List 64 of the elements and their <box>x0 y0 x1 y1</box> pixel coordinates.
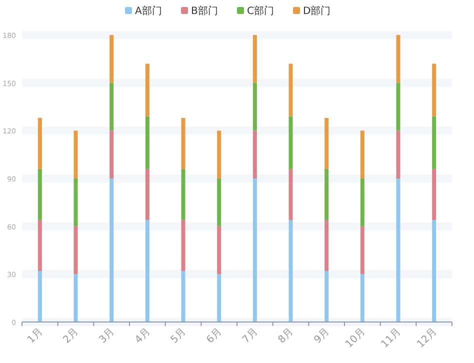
bar <box>217 178 222 226</box>
x-tick-label: 8月 <box>276 326 296 346</box>
bar <box>110 35 114 83</box>
bar <box>324 168 329 220</box>
legend-label: A部门 <box>135 5 162 17</box>
bar <box>110 82 114 131</box>
legend-label: B部门 <box>191 5 218 17</box>
bar <box>217 274 222 322</box>
bar <box>74 178 78 226</box>
bar <box>74 226 78 274</box>
bar <box>288 168 293 220</box>
bar <box>252 178 257 322</box>
x-tick-label: 2月 <box>62 326 81 346</box>
bar <box>432 64 436 116</box>
x-tick-label: 12月 <box>415 326 440 350</box>
bar <box>324 220 329 271</box>
x-tick-label: 3月 <box>97 326 117 346</box>
bar <box>145 220 150 322</box>
bar <box>396 82 400 131</box>
bar <box>145 64 150 116</box>
bar <box>360 226 364 274</box>
bar <box>360 178 364 226</box>
bar <box>110 178 114 322</box>
x-tick-label: 10月 <box>344 326 368 350</box>
legend-label: D部门 <box>303 5 331 17</box>
x-tick-label: 11月 <box>380 326 404 350</box>
bar <box>74 130 78 178</box>
bar <box>252 82 257 131</box>
bar <box>288 220 293 322</box>
x-tick-label: 1月 <box>26 326 46 346</box>
bar <box>38 270 42 322</box>
bar <box>324 270 329 322</box>
bar <box>252 130 257 178</box>
bar <box>181 168 186 220</box>
x-tick-label: 9月 <box>312 326 332 346</box>
bar <box>38 220 42 271</box>
bar <box>360 130 364 178</box>
bar <box>181 118 186 169</box>
legend-label: C部门 <box>247 5 274 17</box>
bar <box>74 274 78 322</box>
bar <box>288 116 293 169</box>
x-tick-label: 4月 <box>133 326 153 346</box>
bar <box>396 35 400 83</box>
bar <box>38 118 42 169</box>
bar <box>288 64 293 116</box>
bar <box>181 270 186 322</box>
bar <box>145 168 150 220</box>
bar <box>432 220 436 322</box>
bar <box>432 116 436 169</box>
bar <box>324 118 329 169</box>
bar <box>38 168 42 220</box>
x-tick-label: 5月 <box>169 326 188 346</box>
bar <box>145 116 150 169</box>
bar <box>396 130 400 178</box>
bar <box>360 274 364 322</box>
bar <box>396 178 400 322</box>
bar <box>252 35 257 83</box>
bar <box>217 130 222 178</box>
bar <box>217 226 222 274</box>
bar <box>181 220 186 271</box>
bar <box>432 168 436 220</box>
x-tick-label: 7月 <box>240 326 260 346</box>
x-tick-label: 6月 <box>204 326 224 346</box>
bar <box>110 130 114 178</box>
